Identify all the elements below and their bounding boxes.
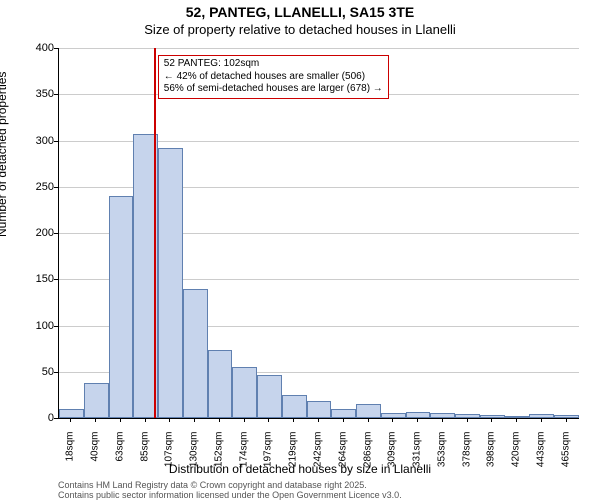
histogram-bar [455, 414, 480, 418]
footer-line-2: Contains public sector information licen… [58, 490, 402, 500]
plot-area: 52 PANTEG: 102sqm← 42% of detached house… [58, 48, 579, 419]
x-tick-label: 398sqm [486, 432, 497, 482]
x-tick-label: 130sqm [189, 432, 200, 482]
x-tick-mark [244, 418, 245, 422]
y-tick-mark [54, 418, 58, 419]
y-tick-label: 150 [14, 273, 54, 285]
y-tick-label: 400 [14, 42, 54, 54]
x-tick-label: 152sqm [213, 432, 224, 482]
x-tick-label: 331sqm [412, 432, 423, 482]
x-tick-mark [491, 418, 492, 422]
x-tick-label: 465sqm [560, 432, 571, 482]
x-tick-label: 286sqm [362, 432, 373, 482]
histogram-bar [183, 289, 208, 419]
histogram-bar [331, 409, 356, 418]
y-tick-mark [54, 141, 58, 142]
x-tick-mark [417, 418, 418, 422]
histogram-bar [307, 401, 332, 418]
footer-line-1: Contains HM Land Registry data © Crown c… [58, 480, 367, 490]
chart-title-main: 52, PANTEG, LLANELLI, SA15 3TE [0, 4, 600, 20]
x-tick-mark [566, 418, 567, 422]
histogram-bar [430, 413, 455, 418]
x-tick-label: 443sqm [535, 432, 546, 482]
x-tick-mark [392, 418, 393, 422]
x-tick-label: 378sqm [461, 432, 472, 482]
y-tick-label: 200 [14, 227, 54, 239]
y-axis-label: Number of detached properties [0, 72, 9, 237]
histogram-bar [232, 367, 257, 418]
x-tick-label: 219sqm [288, 432, 299, 482]
annotation-line: ← 42% of detached houses are smaller (50… [164, 71, 383, 84]
x-tick-mark [293, 418, 294, 422]
x-tick-mark [95, 418, 96, 422]
gridline [59, 48, 579, 49]
x-tick-label: 174sqm [238, 432, 249, 482]
y-tick-label: 300 [14, 135, 54, 147]
x-tick-label: 197sqm [263, 432, 274, 482]
x-tick-mark [169, 418, 170, 422]
histogram-bar [529, 414, 554, 418]
x-tick-label: 264sqm [337, 432, 348, 482]
y-tick-mark [54, 187, 58, 188]
x-tick-label: 242sqm [313, 432, 324, 482]
x-tick-label: 63sqm [114, 432, 125, 482]
annotation-box: 52 PANTEG: 102sqm← 42% of detached house… [158, 55, 389, 99]
y-tick-label: 50 [14, 366, 54, 378]
y-tick-mark [54, 372, 58, 373]
x-tick-label: 107sqm [164, 432, 175, 482]
x-tick-mark [268, 418, 269, 422]
y-tick-mark [54, 233, 58, 234]
histogram-bar [109, 196, 134, 418]
x-tick-mark [145, 418, 146, 422]
histogram-bar [257, 375, 282, 418]
x-tick-mark [120, 418, 121, 422]
chart-title-sub: Size of property relative to detached ho… [0, 22, 600, 37]
x-tick-mark [318, 418, 319, 422]
x-tick-label: 353sqm [436, 432, 447, 482]
y-tick-label: 0 [14, 412, 54, 424]
x-tick-label: 18sqm [65, 432, 76, 482]
y-tick-mark [54, 326, 58, 327]
histogram-bar [84, 383, 109, 418]
x-tick-mark [368, 418, 369, 422]
histogram-bar [158, 148, 183, 418]
x-tick-mark [442, 418, 443, 422]
x-tick-label: 85sqm [139, 432, 150, 482]
y-tick-label: 100 [14, 320, 54, 332]
histogram-bar [59, 409, 84, 418]
x-tick-mark [516, 418, 517, 422]
histogram-bar [356, 404, 381, 418]
y-tick-mark [54, 94, 58, 95]
x-tick-mark [70, 418, 71, 422]
x-tick-mark [541, 418, 542, 422]
histogram-bar [208, 350, 233, 418]
histogram-bar [282, 395, 307, 418]
y-tick-label: 250 [14, 181, 54, 193]
y-tick-mark [54, 48, 58, 49]
annotation-line: 52 PANTEG: 102sqm [164, 58, 383, 71]
annotation-line: 56% of semi-detached houses are larger (… [164, 83, 383, 96]
chart-container: 52, PANTEG, LLANELLI, SA15 3TE Size of p… [0, 0, 600, 500]
x-tick-label: 420sqm [511, 432, 522, 482]
x-tick-label: 40sqm [90, 432, 101, 482]
x-tick-label: 309sqm [387, 432, 398, 482]
reference-line [154, 48, 156, 418]
y-tick-label: 350 [14, 88, 54, 100]
x-tick-mark [219, 418, 220, 422]
x-tick-mark [467, 418, 468, 422]
x-tick-mark [343, 418, 344, 422]
histogram-bar [554, 415, 579, 418]
y-tick-mark [54, 279, 58, 280]
x-tick-mark [194, 418, 195, 422]
